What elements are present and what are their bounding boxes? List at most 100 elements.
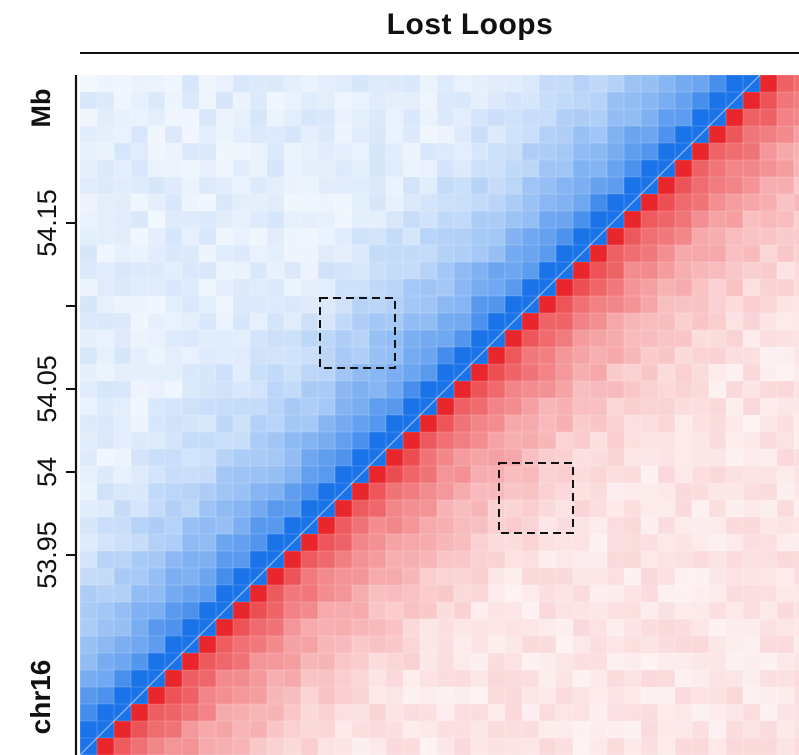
heatmap-cell-upper (199, 585, 217, 603)
heatmap-cell-lower (777, 636, 795, 654)
heatmap-cell-upper (114, 330, 132, 348)
heatmap-cell-lower (556, 636, 574, 654)
heatmap-cell-upper (539, 109, 557, 127)
heatmap-cell-upper (471, 279, 489, 297)
heatmap-cell-lower (760, 619, 778, 637)
heatmap-cell-upper (250, 143, 268, 161)
heatmap-cell-lower (675, 466, 693, 484)
heatmap-cell-lower (607, 279, 625, 297)
heatmap-cell-lower (743, 449, 761, 467)
heatmap-cell-lower (573, 602, 591, 620)
heatmap-cell-lower (522, 432, 540, 450)
heatmap-cell-lower (743, 585, 761, 603)
heatmap-cell-upper (437, 330, 455, 348)
heatmap-cell-upper (216, 296, 234, 314)
heatmap-cell-lower (794, 517, 799, 535)
heatmap-cell-upper (318, 143, 336, 161)
heatmap-cell-upper (182, 160, 200, 178)
heatmap-cell-upper (80, 670, 98, 688)
heatmap-cell-upper (182, 602, 200, 620)
heatmap-cell-lower (131, 704, 149, 722)
heatmap-cell-lower (658, 381, 676, 399)
heatmap-cell-upper (318, 398, 336, 416)
heatmap-cell-upper (267, 483, 285, 501)
heatmap-cell-lower (471, 381, 489, 399)
heatmap-cell-lower (607, 262, 625, 280)
heatmap-cell-upper (267, 211, 285, 229)
heatmap-cell-lower (522, 415, 540, 433)
heatmap-cell-lower (454, 500, 472, 518)
heatmap-cell-upper (590, 109, 608, 127)
heatmap-cell-upper (131, 398, 149, 416)
heatmap-cell-upper (148, 568, 166, 586)
heatmap-cell-upper (182, 109, 200, 127)
heatmap-cell-lower (607, 704, 625, 722)
heatmap-cell-lower (624, 398, 642, 416)
heatmap-cell-lower (743, 551, 761, 569)
heatmap-cell-upper (318, 347, 336, 365)
y-tick-label: 54 (32, 457, 62, 487)
heatmap-cell-upper (454, 177, 472, 195)
heatmap-cell-lower (471, 432, 489, 450)
heatmap-cell-upper (182, 313, 200, 331)
heatmap-cell-lower (539, 534, 557, 552)
heatmap-cell-upper (522, 194, 540, 212)
heatmap-cell-lower (624, 619, 642, 637)
heatmap-cell-upper (386, 194, 404, 212)
heatmap-cell-lower (743, 398, 761, 416)
heatmap-cell-upper (335, 347, 353, 365)
heatmap-cell-upper (216, 483, 234, 501)
heatmap-cell-lower (726, 347, 744, 365)
heatmap-cell-upper (437, 364, 455, 382)
heatmap-cell-upper (454, 160, 472, 178)
heatmap-cell-upper (369, 432, 387, 450)
heatmap-cell-lower (284, 551, 302, 569)
heatmap-cell-upper (165, 330, 183, 348)
heatmap-cell-upper (97, 228, 115, 246)
heatmap-cell-upper (148, 330, 166, 348)
heatmap-cell-lower (522, 687, 540, 705)
heatmap-cell-upper (284, 279, 302, 297)
heatmap-cell-upper (199, 228, 217, 246)
y-unit-label: Mb (26, 89, 56, 128)
heatmap-cell-upper (607, 126, 625, 144)
heatmap-cell-upper (182, 432, 200, 450)
heatmap-cell-lower (692, 619, 710, 637)
heatmap-cell-upper (607, 109, 625, 127)
heatmap-cell-lower (777, 551, 795, 569)
heatmap-cell-upper (97, 619, 115, 637)
heatmap-cell-upper (267, 466, 285, 484)
heatmap-cell-upper (403, 398, 421, 416)
heatmap-cell-lower (148, 687, 166, 705)
heatmap-cell-lower (590, 738, 608, 755)
heatmap-cell-lower (539, 313, 557, 331)
heatmap-cell-lower (556, 687, 574, 705)
heatmap-cell-lower (726, 177, 744, 195)
heatmap-cell-lower (777, 279, 795, 297)
heatmap-cell-upper (284, 517, 302, 535)
heatmap-cell-lower (369, 721, 387, 739)
heatmap-cell-lower (692, 653, 710, 671)
heatmap-cell-lower (777, 619, 795, 637)
heatmap-cell-lower (369, 551, 387, 569)
heatmap-cell-lower (692, 517, 710, 535)
heatmap-cell-lower (777, 126, 795, 144)
heatmap-cell-upper (420, 92, 438, 110)
heatmap-cell-lower (658, 704, 676, 722)
chart-title: Lost Loops (386, 8, 554, 41)
heatmap-cell-upper (624, 177, 642, 195)
heatmap-cell-upper (267, 160, 285, 178)
heatmap-cell-lower (488, 585, 506, 603)
heatmap-cell-upper (471, 330, 489, 348)
heatmap-cell-upper (148, 500, 166, 518)
heatmap-cell-lower (573, 738, 591, 755)
heatmap-cell-upper (131, 602, 149, 620)
heatmap-cell-lower (726, 126, 744, 144)
heatmap-cell-upper (488, 194, 506, 212)
heatmap-cell-upper (114, 177, 132, 195)
heatmap-cell-upper (590, 126, 608, 144)
heatmap-cell-upper (437, 75, 455, 93)
heatmap-cell-upper (250, 381, 268, 399)
heatmap-cell-lower (692, 313, 710, 331)
heatmap-cell-upper (199, 143, 217, 161)
